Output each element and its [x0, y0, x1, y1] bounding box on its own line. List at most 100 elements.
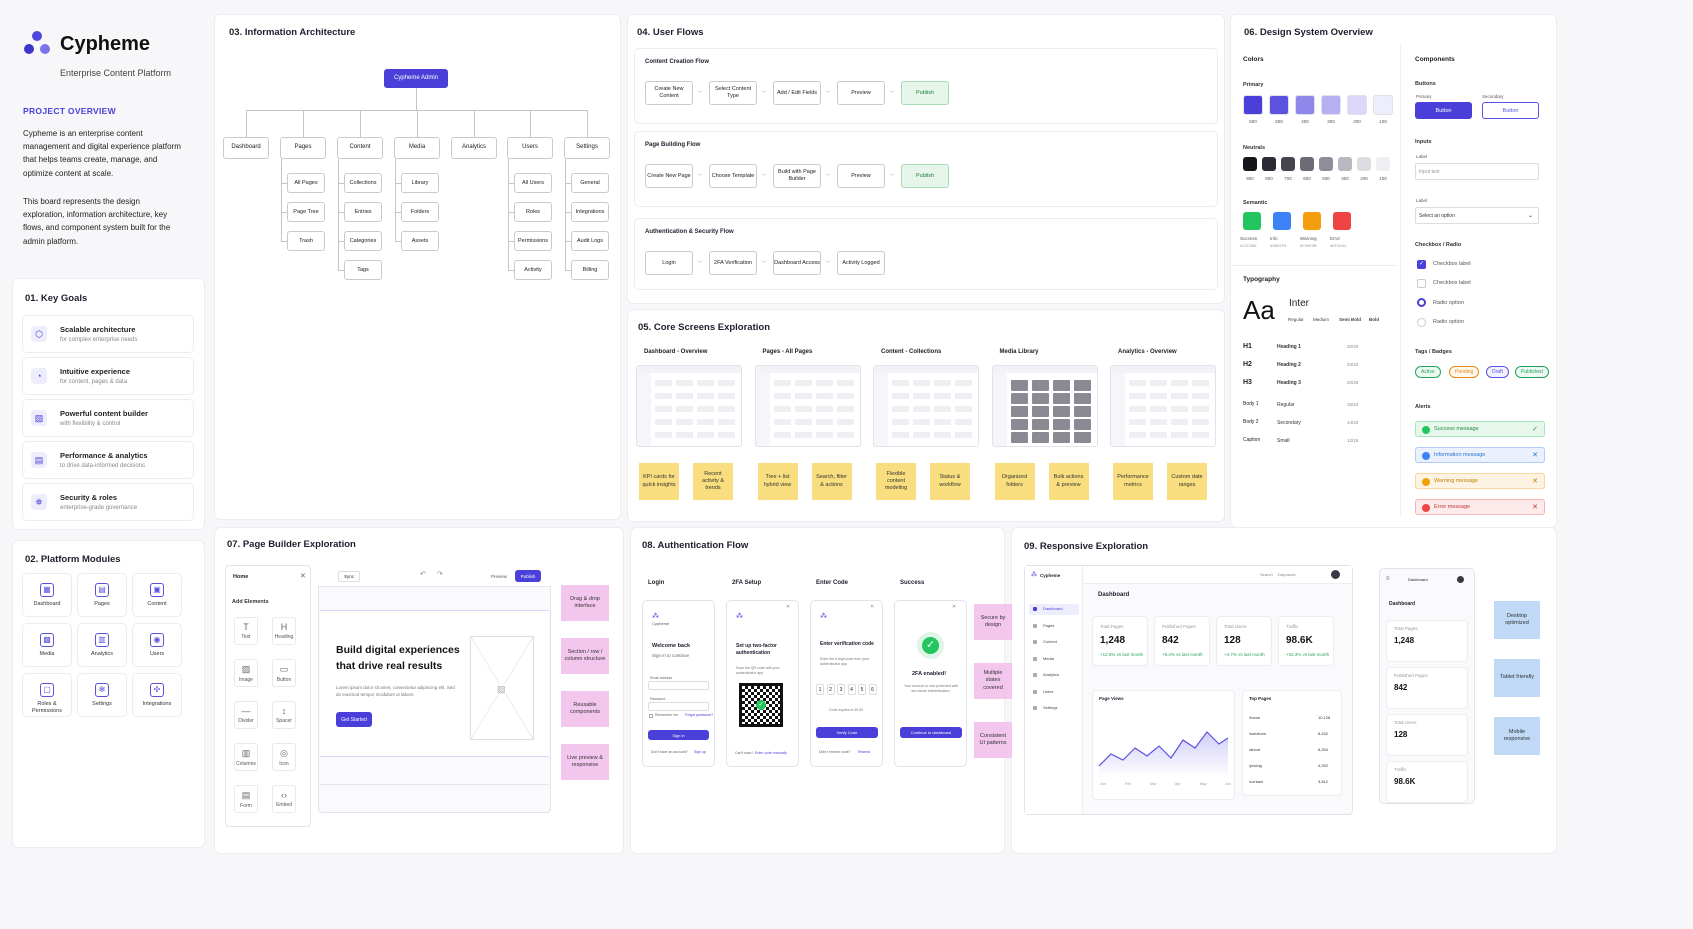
pb-publish-button[interactable]: Publish: [515, 570, 541, 582]
checkbox-checked[interactable]: ✓: [1417, 260, 1426, 269]
undo-icon[interactable]: ↶: [420, 571, 426, 578]
ia-node-settings[interactable]: Settings: [564, 137, 610, 159]
pb-element-form[interactable]: ▤ Form: [234, 785, 258, 813]
ia-node-analytics[interactable]: Analytics: [451, 137, 497, 159]
pb-element-spacer[interactable]: ↕ Spacer: [272, 701, 296, 729]
nav-item-pages[interactable]: Pages: [1029, 621, 1079, 632]
flow-step[interactable]: Select Content Type: [709, 81, 757, 105]
sample-input-field[interactable]: Input text: [1415, 163, 1539, 180]
radio-selected[interactable]: [1417, 298, 1426, 307]
module-analytics[interactable]: ▥ Analytics: [77, 623, 127, 667]
pb-element-text[interactable]: T Text: [234, 617, 258, 645]
pb-element-icon[interactable]: ◎ Icon: [272, 743, 296, 771]
pb-element-heading[interactable]: H Heading: [272, 617, 296, 645]
pb-element-embed[interactable]: ‹› Embed: [272, 785, 296, 813]
module-dashboard[interactable]: ▦ Dashboard: [22, 573, 72, 617]
module-roles-permissions[interactable]: ▢ Roles & Permissions: [22, 673, 72, 717]
tablet-avatar[interactable]: [1457, 576, 1464, 583]
ia-child-node[interactable]: Audit Logs: [571, 231, 609, 251]
pb-element-columns[interactable]: ▥ Columns: [234, 743, 258, 771]
code-digit[interactable]: 2: [826, 684, 835, 695]
secondary-button-sample[interactable]: Button: [1482, 102, 1539, 119]
ia-child-node[interactable]: Folders: [401, 202, 439, 222]
close-icon[interactable]: ✕: [300, 573, 306, 580]
sign-in-button[interactable]: Sign in: [648, 730, 709, 740]
pb-device-select[interactable]: Sync: [338, 571, 360, 582]
checkbox-unchecked[interactable]: [1417, 279, 1426, 288]
ia-child-node[interactable]: Roles: [514, 202, 552, 222]
code-digit[interactable]: 5: [858, 684, 866, 695]
sign-up-link[interactable]: Sign up: [694, 750, 706, 754]
close-icon[interactable]: ✕: [1532, 478, 1538, 485]
screen-thumbnail[interactable]: [1110, 365, 1216, 447]
flow-step[interactable]: Add / Edit Fields: [773, 81, 821, 105]
nav-item-media[interactable]: Media: [1029, 654, 1079, 665]
pb-element-button[interactable]: ▭ Button: [272, 659, 296, 687]
sample-select[interactable]: Select an option ⌄: [1415, 207, 1539, 224]
check-icon[interactable]: ✓: [1532, 426, 1538, 433]
pb-element-divider[interactable]: — Divider: [234, 701, 258, 729]
module-users[interactable]: ◉ Users: [132, 623, 182, 667]
module-integrations[interactable]: ✣ Integrations: [132, 673, 182, 717]
close-icon[interactable]: ✕: [1532, 504, 1538, 511]
resend-link[interactable]: Resend: [858, 750, 871, 754]
2fa-close-icon[interactable]: ✕: [786, 604, 791, 610]
ia-child-node[interactable]: Entries: [344, 202, 382, 222]
nav-item-analytics[interactable]: Analytics: [1029, 670, 1079, 681]
code-digit[interactable]: 6: [868, 684, 877, 695]
flow-step[interactable]: Activity Logged: [837, 251, 885, 275]
ia-child-node[interactable]: Assets: [401, 231, 439, 251]
pb-element-image[interactable]: ▨ Image: [234, 659, 258, 687]
nav-item-content[interactable]: Content: [1029, 637, 1079, 648]
screen-thumbnail[interactable]: [754, 365, 861, 447]
flow-step[interactable]: Preview: [837, 81, 885, 105]
continue-dashboard-button[interactable]: Continue to dashboard: [900, 727, 962, 738]
module-content[interactable]: ▣ Content: [132, 573, 182, 617]
ia-node-media[interactable]: Media: [394, 137, 440, 159]
ia-node-pages[interactable]: Pages: [280, 137, 326, 159]
desktop-search[interactable]: Search: [1260, 572, 1273, 577]
primary-button-sample[interactable]: Button: [1415, 102, 1472, 119]
close-icon[interactable]: ✕: [1532, 452, 1538, 459]
ia-child-node[interactable]: Library: [401, 173, 439, 193]
avatar[interactable]: [1331, 570, 1340, 579]
password-field[interactable]: [648, 702, 709, 711]
ia-child-node[interactable]: Collections: [344, 173, 382, 193]
screen-thumbnail[interactable]: [636, 365, 742, 447]
module-settings[interactable]: ✻ Settings: [77, 673, 127, 717]
ia-child-node[interactable]: All Pages: [287, 173, 325, 193]
flow-step[interactable]: Create New Page: [645, 164, 693, 188]
code-close-icon[interactable]: ✕: [870, 604, 875, 610]
flow-step[interactable]: 2FA Verification: [709, 251, 757, 275]
flow-step[interactable]: Login: [645, 251, 693, 275]
remember-me-checkbox[interactable]: [649, 714, 653, 718]
flow-step[interactable]: Choose Template: [709, 164, 757, 188]
ia-node-dashboard[interactable]: Dashboard: [223, 137, 269, 159]
radio-unselected[interactable]: [1417, 318, 1426, 327]
flow-step[interactable]: Create New Content: [645, 81, 693, 105]
ia-child-node[interactable]: Permissions: [514, 231, 552, 251]
ia-node-users[interactable]: Users: [507, 137, 553, 159]
success-close-icon[interactable]: ✕: [952, 604, 957, 610]
desktop-range[interactable]: Day/week: [1278, 572, 1296, 577]
flow-step[interactable]: Publish: [901, 81, 949, 105]
screen-thumbnail[interactable]: [873, 365, 979, 447]
ia-child-node[interactable]: Categories: [344, 231, 382, 251]
ia-child-node[interactable]: Integrations: [571, 202, 609, 222]
pb-preview-button[interactable]: Preview: [490, 574, 507, 579]
ia-child-node[interactable]: Tags: [344, 260, 382, 280]
flow-step[interactable]: Preview: [837, 164, 885, 188]
ia-node-content[interactable]: Content: [337, 137, 383, 159]
pb-hero-cta[interactable]: Get Started: [336, 712, 372, 727]
email-field[interactable]: [648, 681, 709, 690]
ia-child-node[interactable]: Trash: [287, 231, 325, 251]
module-pages[interactable]: ▤ Pages: [77, 573, 127, 617]
forgot-password-link[interactable]: Forgot password?: [685, 713, 714, 717]
code-digit[interactable]: 1: [816, 684, 824, 695]
nav-item-settings[interactable]: Settings: [1029, 703, 1079, 714]
ia-child-node[interactable]: Page Tree: [287, 202, 325, 222]
nav-item-users[interactable]: Users: [1029, 687, 1079, 698]
ia-child-node[interactable]: General: [571, 173, 609, 193]
module-media[interactable]: ▩ Media: [22, 623, 72, 667]
enter-manually-link[interactable]: Enter code manually: [755, 751, 787, 755]
